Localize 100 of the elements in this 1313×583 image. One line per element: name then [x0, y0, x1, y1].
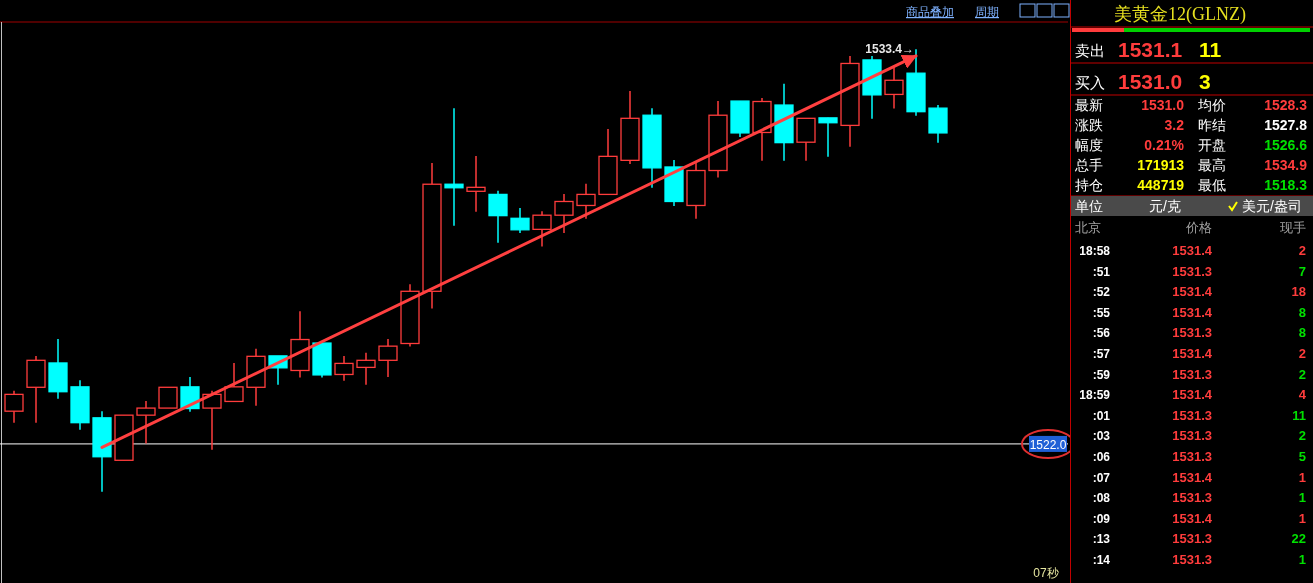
text: 1531.1	[1118, 38, 1183, 61]
text: :08	[1092, 491, 1111, 506]
text: :03	[1092, 429, 1111, 444]
text: 22	[1291, 531, 1306, 547]
text: 1531.0	[1141, 97, 1185, 113]
candlestick	[884, 65, 904, 110]
candlestick	[158, 386, 178, 409]
text: :59	[1092, 367, 1111, 382]
annotation: 1533.4→	[865, 42, 914, 57]
text: 11	[1292, 407, 1306, 423]
text: :09	[1092, 511, 1111, 526]
text: 3	[1199, 70, 1211, 93]
text: 价格	[1185, 220, 1212, 235]
text: 最新	[1075, 97, 1103, 113]
text: 卖出	[1075, 42, 1105, 59]
text: :55	[1092, 305, 1111, 320]
candlestick	[224, 362, 244, 403]
text: :06	[1092, 450, 1111, 464]
text: :51	[1092, 264, 1111, 279]
text: 1	[1298, 510, 1306, 526]
text: 涨跌	[1075, 117, 1103, 133]
candlestick	[378, 338, 398, 378]
text: 开盘	[1198, 137, 1226, 153]
text: 1531.4	[1172, 304, 1213, 320]
text: 18	[1291, 284, 1306, 300]
text: 1527.8	[1264, 117, 1308, 133]
text: 2	[1298, 428, 1306, 444]
text: 8	[1298, 325, 1306, 341]
text: 18:58	[1079, 244, 1111, 258]
candlestick	[576, 183, 596, 220]
text: 18:59	[1079, 388, 1111, 403]
text: :01	[1092, 408, 1111, 423]
text: 1531.4	[1172, 284, 1213, 300]
text: 1	[1298, 490, 1306, 506]
text: 4	[1298, 387, 1307, 403]
text: 1531.3	[1172, 490, 1212, 506]
text: 总手	[1074, 157, 1103, 173]
text: 1531.3	[1172, 263, 1212, 279]
text: 1531.4	[1172, 346, 1213, 361]
candlestick	[796, 117, 816, 162]
text: :13	[1092, 532, 1111, 547]
text: 1528.3	[1264, 97, 1308, 113]
text: :57	[1092, 347, 1111, 361]
text: :14	[1092, 553, 1111, 567]
candlestick	[554, 193, 574, 234]
candlestick	[334, 355, 354, 382]
text: 元/克	[1149, 198, 1181, 214]
text: 1531.4	[1172, 510, 1213, 526]
text: 1531.3	[1172, 407, 1212, 423]
text: 最低	[1198, 177, 1226, 193]
candlestick	[488, 190, 508, 244]
text: 美元/盎司	[1242, 198, 1302, 214]
text: 1	[1298, 469, 1306, 485]
text: 2	[1298, 243, 1306, 258]
text: 1522.0	[1029, 437, 1067, 452]
text: 2	[1298, 366, 1306, 382]
text: 1526.6	[1264, 137, 1308, 153]
text: 1	[1298, 552, 1306, 567]
text: 1531.4	[1172, 469, 1213, 485]
text: 买入	[1075, 74, 1105, 91]
text: 均价	[1197, 97, 1226, 113]
candlestick	[4, 390, 24, 424]
text: :52	[1092, 285, 1111, 300]
candlestick	[532, 210, 552, 248]
text: 现手	[1280, 220, 1306, 235]
text: 北京	[1075, 220, 1101, 235]
text: 单位	[1075, 198, 1103, 214]
text: 商品叠加	[906, 5, 954, 19]
text: 1531.3	[1172, 531, 1212, 547]
candlestick	[818, 117, 838, 158]
text: 最高	[1198, 157, 1226, 173]
text: 幅度	[1075, 137, 1103, 153]
text: 1531.3	[1172, 449, 1212, 464]
text: 持仓	[1075, 177, 1103, 193]
text: 1531.3	[1172, 366, 1212, 382]
text: 448719	[1137, 177, 1185, 193]
text: 07秒	[1033, 566, 1059, 580]
text: 171913	[1137, 157, 1185, 173]
text: 1531.3	[1172, 325, 1212, 341]
text: 8	[1298, 304, 1306, 320]
text: :07	[1092, 470, 1111, 485]
candlestick	[510, 207, 530, 234]
text: 0.21%	[1144, 137, 1185, 153]
candlestick	[356, 352, 376, 386]
text: 1531.4	[1172, 243, 1213, 258]
text: 美黄金12(GLNZ)	[1114, 4, 1246, 25]
text: 周期	[975, 5, 999, 19]
text: 昨结	[1198, 117, 1226, 133]
text: 11	[1199, 38, 1222, 61]
text: 3.2	[1164, 117, 1185, 133]
text: 1534.9	[1264, 157, 1308, 173]
text: 1531.3	[1172, 428, 1212, 444]
text: 1518.3	[1264, 177, 1308, 193]
text: 2	[1298, 346, 1306, 361]
candlestick	[466, 155, 486, 213]
text: 1531.3	[1172, 552, 1212, 567]
text: 5	[1298, 449, 1306, 464]
text: :56	[1092, 326, 1111, 341]
text: 1531.4	[1172, 387, 1213, 403]
text: 7	[1298, 263, 1306, 279]
